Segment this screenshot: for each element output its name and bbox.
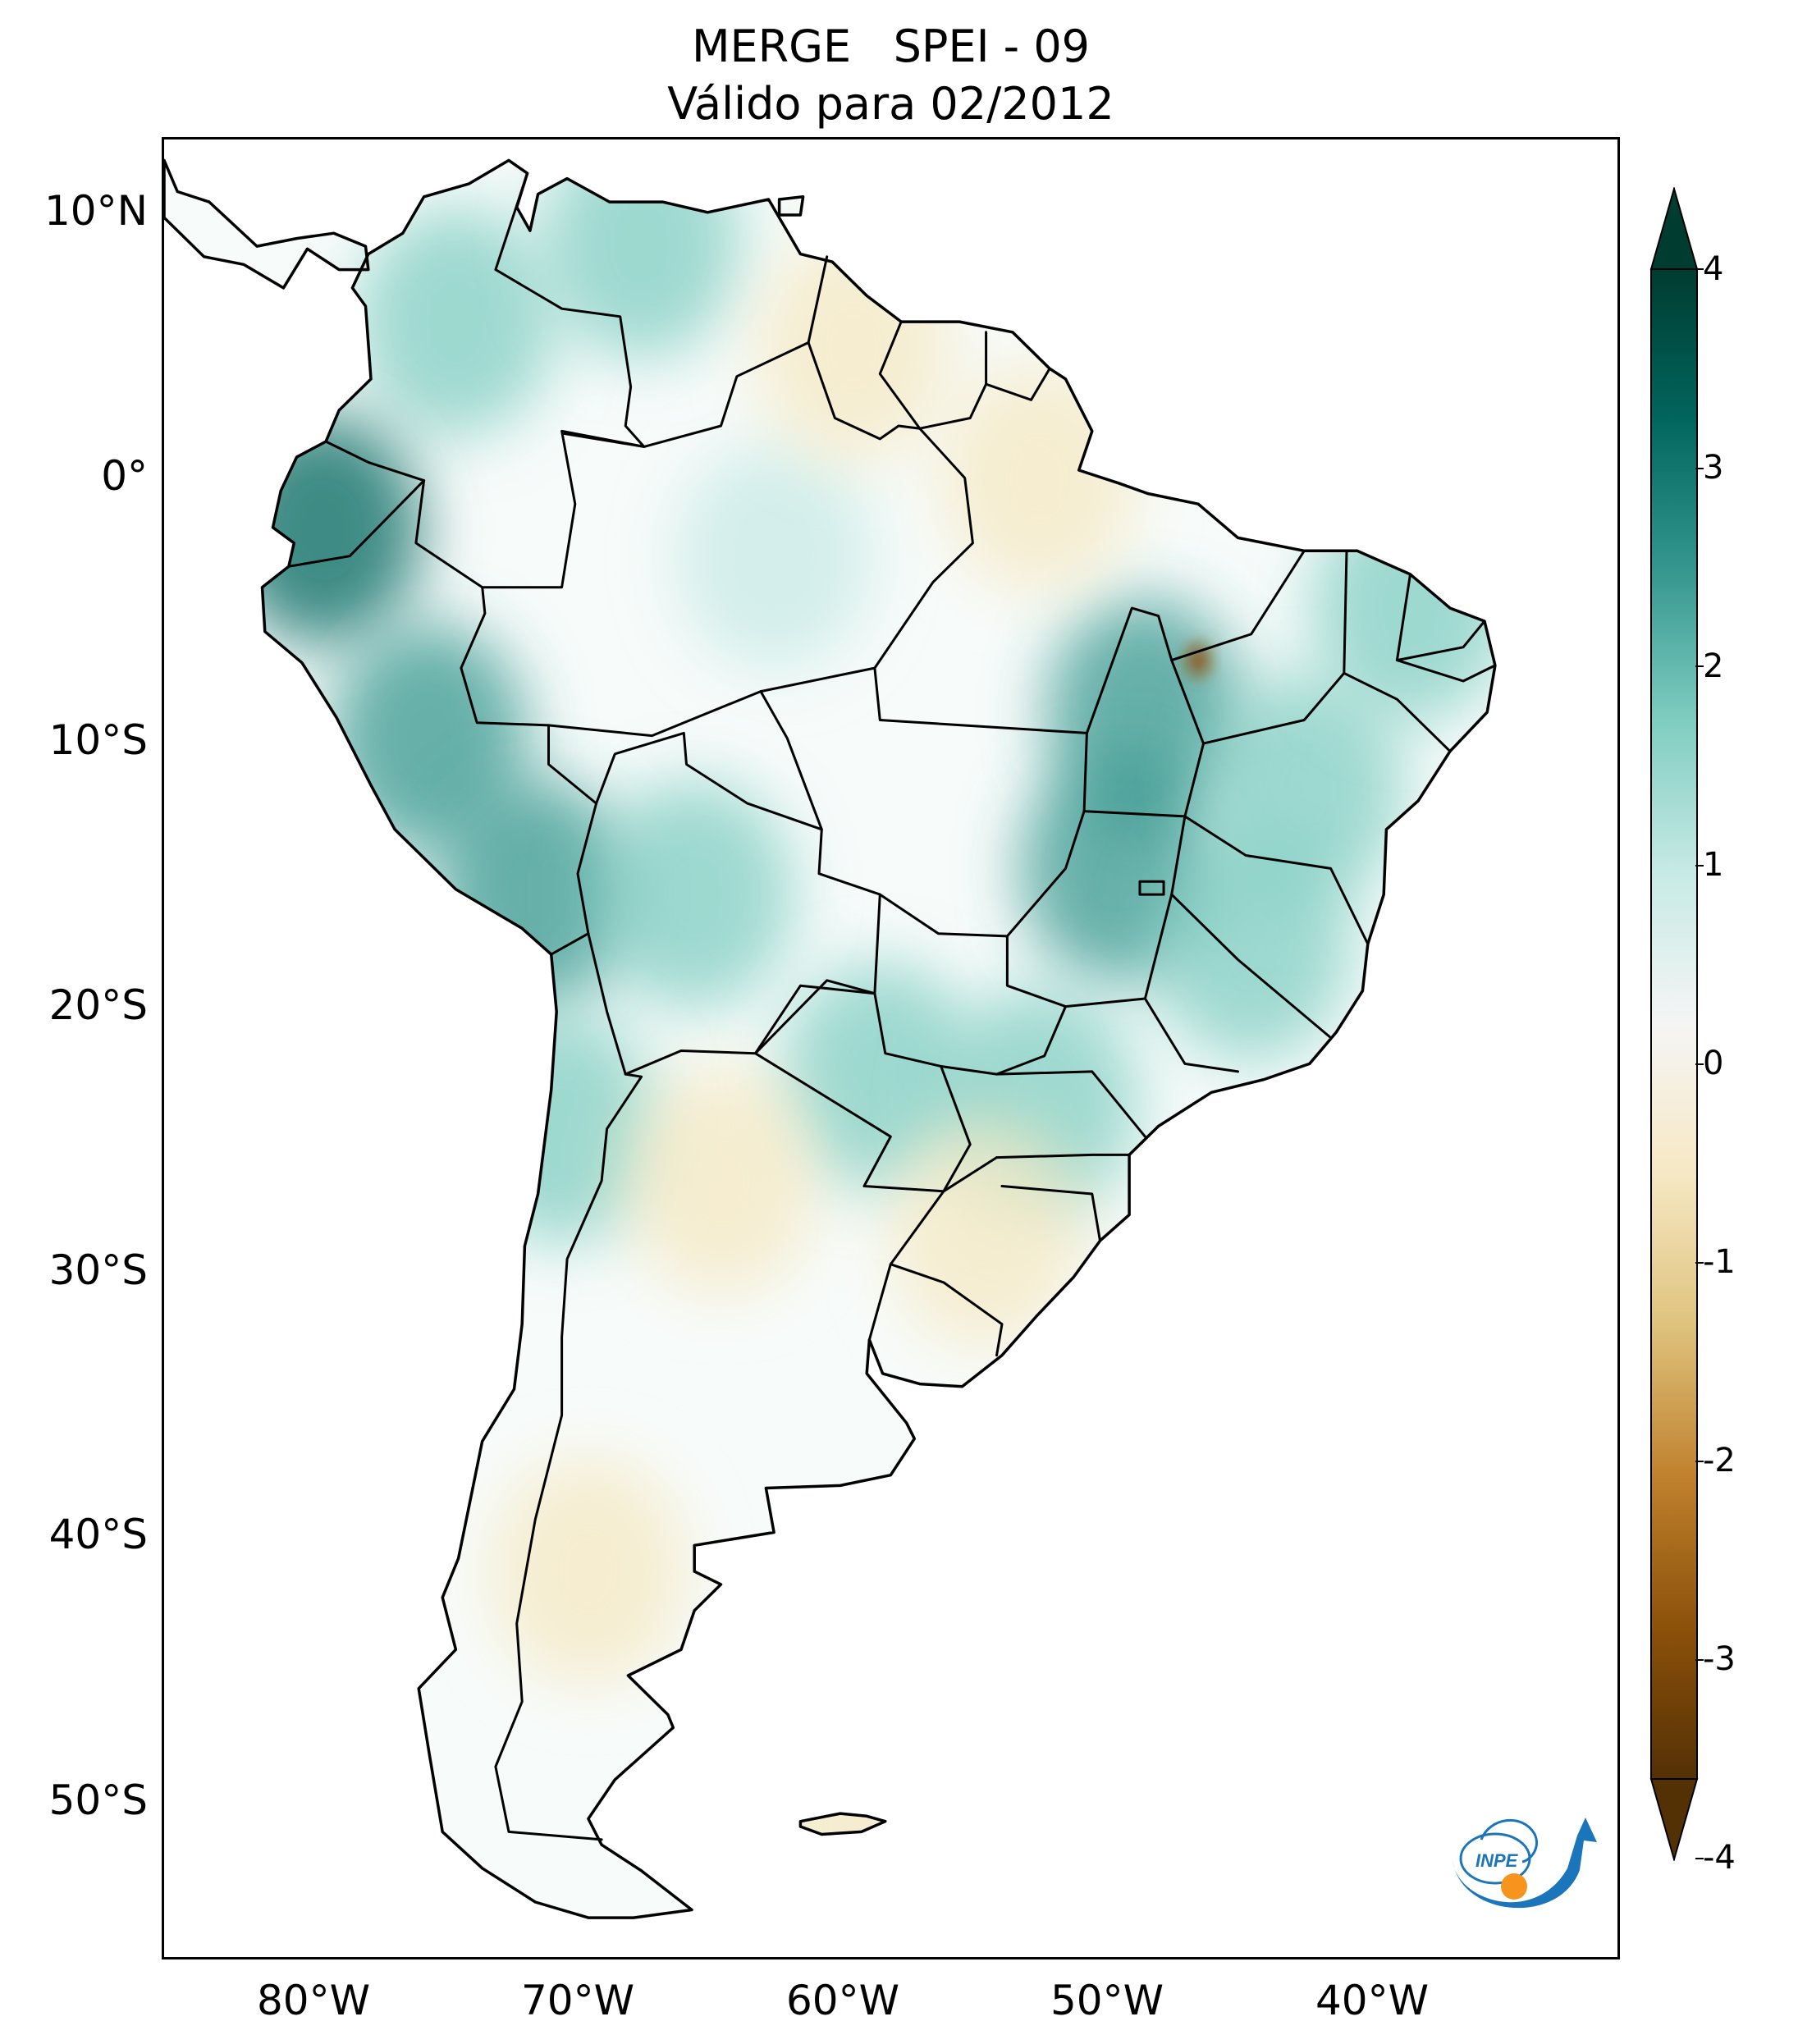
lat-label-10s: 10°S [48, 716, 148, 764]
colorbar-label-neg2: -2 [1703, 1442, 1736, 1479]
border-line [889, 1156, 998, 1266]
map-title: MERGE SPEI - 09 Válido para 02/2012 [162, 18, 1620, 133]
anomaly-blob [224, 414, 422, 645]
border-line [754, 979, 972, 1193]
logo-text: INPE [1475, 1850, 1519, 1871]
border-line [1000, 1185, 1101, 1242]
anomaly-blob [596, 780, 794, 1010]
border-line [494, 932, 643, 1841]
border-line [995, 1153, 1131, 1159]
border-line [878, 320, 922, 430]
border-line [547, 427, 974, 738]
title-line-1: MERGE SPEI - 09 [691, 21, 1091, 72]
lat-label-20s: 20°S [48, 981, 148, 1029]
map-frame: INPE [162, 137, 1620, 1959]
border-line [563, 255, 829, 448]
colorbar-label-neg3: -3 [1703, 1640, 1736, 1678]
lat-label-40s: 40°S [48, 1511, 148, 1558]
colorbar-label-4: 4 [1703, 250, 1724, 288]
coastline-path [777, 195, 805, 217]
anomaly-blob [755, 1708, 953, 1918]
colorbar-label-neg4: -4 [1703, 1839, 1736, 1877]
border-line [940, 935, 1067, 1076]
anomaly-blob [1206, 675, 1403, 906]
border-line [1395, 659, 1497, 683]
lon-label-70w: 70°W [520, 1977, 635, 2024]
colorbar-extend-max [1649, 187, 1699, 270]
lon-label-80w: 80°W [256, 1977, 371, 2024]
coastline-path [798, 1812, 887, 1836]
title-line-2: Válido para 02/2012 [667, 78, 1114, 130]
lon-label-40w: 40°W [1315, 1977, 1430, 2024]
border-line [873, 666, 1088, 938]
anomaly-blob [357, 207, 555, 437]
logo-sun-icon [1501, 1873, 1527, 1900]
border-line [1143, 997, 1239, 1073]
anomaly-blob [940, 363, 1138, 593]
anomaly-blob [1187, 643, 1210, 677]
border-line [287, 479, 426, 568]
colorbar-label-3: 3 [1703, 449, 1724, 487]
anomaly-blob [542, 160, 740, 359]
anomaly-blob [331, 623, 528, 853]
inpe-logo: INPE [1453, 1818, 1597, 1909]
colorbar-extend-min [1649, 1778, 1699, 1861]
federal-district-border [1138, 880, 1165, 896]
coastline-path [164, 158, 370, 290]
map-canvas [164, 158, 1497, 1919]
colorbar-label-2: 2 [1703, 647, 1724, 685]
coastline-path [260, 158, 1497, 1919]
lon-label-60w: 60°W [785, 1977, 900, 2024]
border-line [460, 586, 598, 956]
anomaly-blob [622, 1066, 820, 1296]
anomaly-blob [781, 962, 979, 1192]
colorbar-label-0: 0 [1703, 1045, 1724, 1082]
border-line [867, 1263, 1004, 1357]
lat-label-0: 0° [101, 452, 148, 500]
anomaly-blob [887, 1118, 1085, 1348]
colorbar [1649, 187, 1699, 1861]
border-line [1202, 549, 1348, 745]
lat-label-50s: 50°S [48, 1776, 148, 1824]
border-line [1170, 893, 1333, 1040]
country-borders [287, 171, 1497, 1841]
border-line [1343, 671, 1452, 753]
border-line [1183, 815, 1370, 945]
border-line [1170, 549, 1306, 662]
border-line [759, 690, 823, 831]
anomaly-blob [489, 1456, 687, 1687]
colorbar-gradient [1650, 268, 1698, 1780]
border-line [985, 367, 1051, 401]
coastline [164, 158, 1497, 1919]
lat-label-30s: 30°S [48, 1246, 148, 1294]
border-line [1395, 573, 1486, 662]
anomaly-blob [675, 441, 873, 671]
border-line [995, 1070, 1146, 1138]
lon-label-50w: 50°W [1050, 1977, 1164, 2024]
land-area [164, 160, 1495, 1918]
anomaly-blob [1311, 493, 1495, 724]
border-line [324, 171, 646, 589]
border-line [1064, 815, 1187, 1008]
colorbar-label-neg1: -1 [1703, 1243, 1736, 1281]
colorbar-label-1: 1 [1703, 846, 1724, 884]
logo-swoosh-icon [1453, 1818, 1597, 1909]
border-line [807, 331, 988, 441]
lat-label-10n: 10°N [43, 187, 148, 235]
